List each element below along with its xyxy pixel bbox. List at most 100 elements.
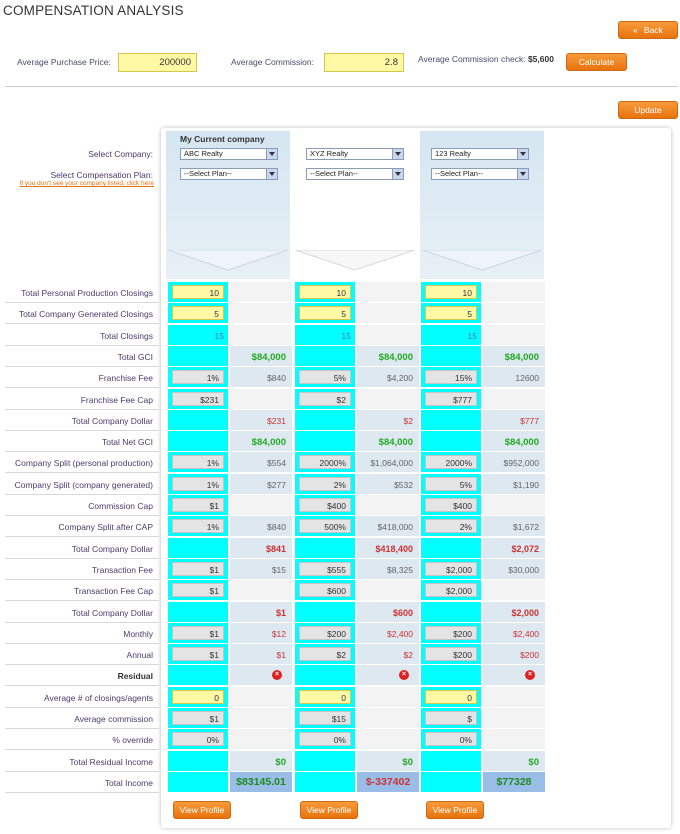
value-input[interactable]: 2000%: [299, 455, 351, 470]
computed-value: $840: [267, 373, 286, 384]
value-input[interactable]: $200: [425, 647, 477, 662]
value-input[interactable]: 2000%: [425, 455, 477, 470]
value-input[interactable]: 0%: [172, 732, 224, 747]
value-input[interactable]: 0: [172, 689, 224, 704]
value-input[interactable]: 0%: [425, 732, 477, 747]
value-input[interactable]: $1: [172, 647, 224, 662]
value-input[interactable]: 0: [425, 689, 477, 704]
total-income-value: $77328: [483, 771, 545, 792]
result-column-cell: [230, 388, 292, 409]
result-column-cell: [230, 303, 292, 324]
commission-input[interactable]: 2.8: [324, 53, 404, 72]
back-button[interactable]: « Back: [618, 21, 678, 39]
result-column-cell: [230, 537, 292, 558]
value-input[interactable]: 10: [172, 285, 224, 299]
result-column-cell: [483, 537, 545, 558]
value-input[interactable]: $400: [299, 498, 351, 512]
value-input[interactable]: $1: [172, 498, 224, 512]
calculate-button[interactable]: Calculate: [566, 53, 627, 71]
company-select-1[interactable]: ABC Realty: [180, 148, 278, 160]
purchase-price-input[interactable]: 200000: [118, 53, 197, 72]
input-column-cell: [421, 409, 481, 430]
value-input[interactable]: 500%: [299, 519, 351, 534]
view-profile-button-1[interactable]: View Profile: [173, 801, 231, 819]
view-profile-button-3[interactable]: View Profile: [426, 801, 484, 819]
chevron-down-icon: [517, 149, 528, 159]
value-input[interactable]: $2,000: [425, 583, 477, 598]
value-input[interactable]: 1%: [172, 476, 224, 491]
result-column-cell: [483, 367, 545, 388]
computed-value: $2,400: [513, 628, 539, 639]
value-input[interactable]: $1: [172, 711, 224, 725]
plan-select-2[interactable]: --Select Plan--: [306, 168, 404, 180]
result-column-cell: [230, 282, 292, 302]
row-divider: [5, 642, 159, 644]
result-column-cell: [357, 558, 419, 579]
value-input[interactable]: 0: [299, 689, 351, 704]
value-input[interactable]: $1: [172, 561, 224, 576]
value-input[interactable]: 1%: [172, 370, 224, 385]
row-label: Total Company Dollar: [71, 607, 153, 618]
value-input[interactable]: 10: [425, 285, 477, 299]
value-input[interactable]: $1: [172, 625, 224, 640]
company-select-3[interactable]: 123 Realty: [431, 148, 529, 160]
result-column-cell: [483, 388, 545, 409]
value-input[interactable]: 1%: [172, 519, 224, 534]
row-divider: [5, 493, 159, 495]
value-input[interactable]: 5: [172, 306, 224, 321]
row-label: Annual: [126, 650, 153, 661]
row-value: 15: [341, 330, 351, 341]
result-column-cell: [357, 708, 419, 728]
value-input[interactable]: 5: [425, 306, 477, 321]
value-input[interactable]: 10: [299, 285, 351, 299]
value-input[interactable]: 15%: [425, 370, 477, 385]
value-input[interactable]: 5%: [425, 476, 477, 491]
computed-value: $1: [275, 607, 286, 618]
result-column-cell: [483, 516, 545, 537]
value-input[interactable]: 5%: [299, 370, 351, 385]
input-column-cell: [295, 601, 355, 622]
value-input[interactable]: 5: [299, 306, 351, 321]
update-button[interactable]: Update: [618, 101, 678, 119]
chevron-down-icon: [392, 169, 403, 179]
result-column-cell: [357, 345, 419, 366]
result-column-cell: [230, 409, 292, 430]
row-label: Commission Cap: [88, 501, 153, 511]
input-column-cell: [168, 324, 228, 345]
result-column-cell: [357, 431, 419, 452]
value-input[interactable]: $200: [299, 625, 351, 640]
value-input[interactable]: $1: [172, 583, 224, 598]
computed-value: 12600: [515, 373, 539, 384]
view-profile-button-2[interactable]: View Profile: [300, 801, 358, 819]
computed-value: $1,064,000: [370, 458, 413, 469]
result-column-cell: [230, 473, 292, 494]
value-input[interactable]: $2: [299, 647, 351, 662]
company-select-2[interactable]: XYZ Realty: [306, 148, 404, 160]
plan-select-3[interactable]: --Select Plan--: [431, 168, 529, 180]
row-label: Average # of closings/agents: [44, 692, 153, 703]
computed-value: $15: [271, 564, 286, 575]
value-input[interactable]: 2%: [425, 519, 477, 534]
value-input[interactable]: $777: [425, 391, 477, 406]
value-input[interactable]: $200: [425, 625, 477, 640]
value-input[interactable]: $15: [299, 711, 351, 725]
close-icon: ×: [525, 670, 535, 681]
value-input[interactable]: 1%: [172, 455, 224, 470]
result-column-cell: [483, 601, 545, 622]
value-input[interactable]: 2%: [299, 476, 351, 491]
value-input[interactable]: $2: [299, 391, 351, 406]
value-input[interactable]: 0%: [299, 732, 351, 747]
plan-select-1[interactable]: --Select Plan--: [180, 168, 278, 180]
value-input[interactable]: $400: [425, 498, 477, 512]
result-column-cell: [230, 516, 292, 537]
value-input[interactable]: $: [425, 711, 477, 725]
computed-value: $0: [528, 756, 539, 768]
row-divider: [5, 600, 159, 602]
missing-company-link[interactable]: If you don't see your company listed, cl…: [19, 180, 154, 187]
computed-value: $532: [394, 479, 413, 490]
value-input[interactable]: $231: [172, 391, 224, 406]
value-input[interactable]: $600: [299, 583, 351, 598]
value-input[interactable]: $2,000: [425, 561, 477, 576]
column-arrow-2: [295, 250, 415, 271]
value-input[interactable]: $555: [299, 561, 351, 576]
